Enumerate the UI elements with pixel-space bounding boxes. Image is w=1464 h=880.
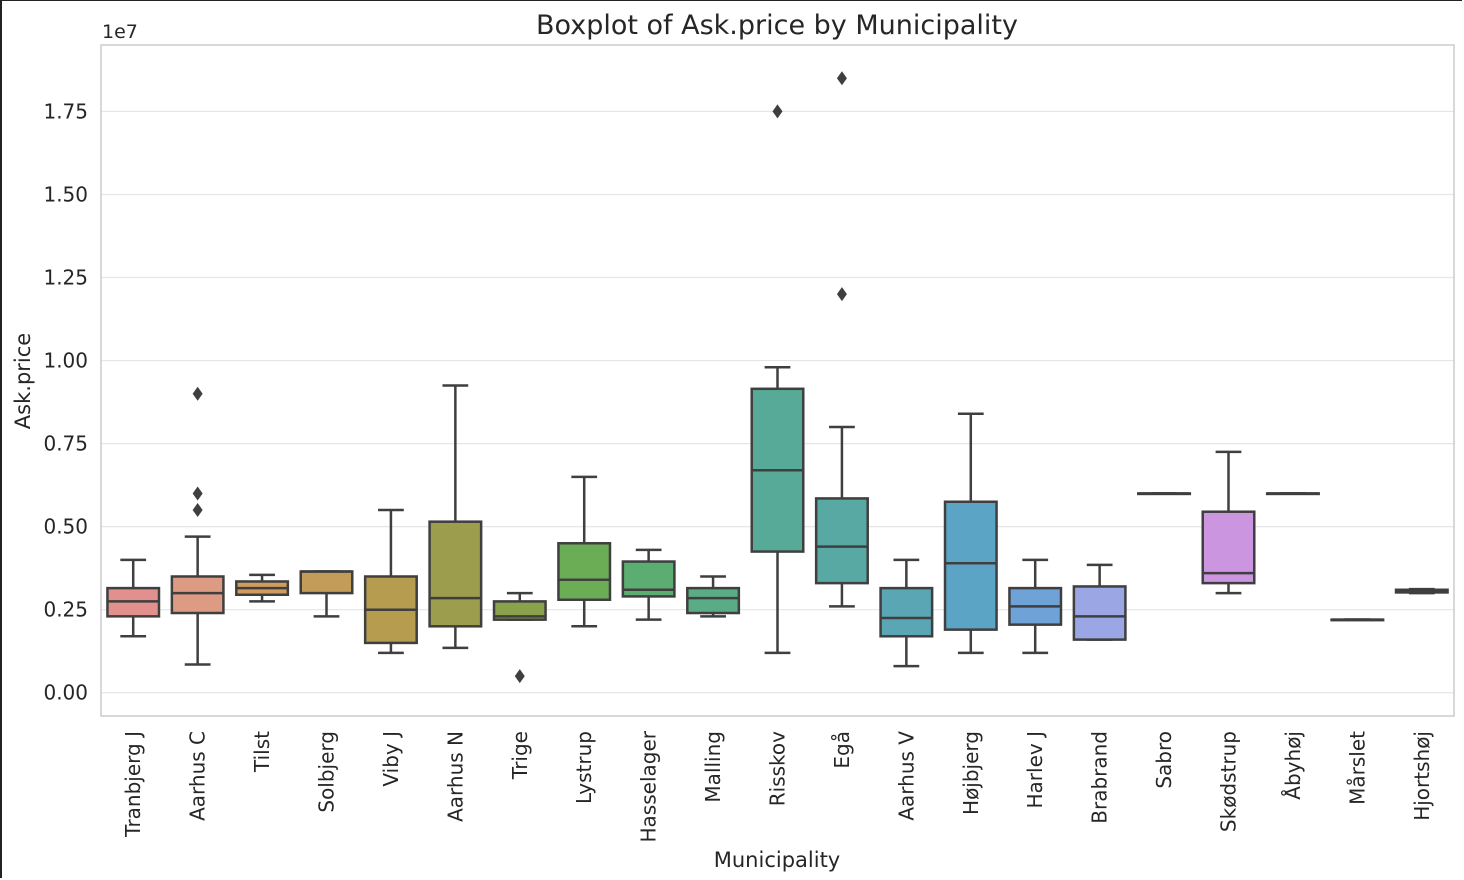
y-tick-label: 1.50 (43, 182, 88, 206)
box-16 (1072, 563, 1127, 641)
x-tick-label: Lystrup (572, 731, 596, 804)
y-tick-label: 1.00 (43, 349, 88, 373)
box-body (943, 500, 998, 631)
box-9 (621, 548, 676, 621)
box-18 (1201, 450, 1256, 595)
y-tick-label: 0.50 (43, 515, 88, 539)
box-body (686, 586, 741, 615)
x-tick-label: Skødstrup (1217, 731, 1241, 832)
x-tick-label: Egå (830, 731, 854, 769)
y-tick-label: 0.00 (43, 681, 88, 705)
box-8 (557, 475, 612, 628)
x-axis-label: Municipality (714, 848, 840, 872)
box-body (621, 560, 676, 598)
x-tick-label: Solbjerg (315, 731, 339, 813)
x-tick-label: Hjortshøj (1410, 731, 1434, 821)
x-tick-label: Malling (701, 731, 725, 803)
x-tick-label: Viby J (379, 731, 403, 787)
y-tick-label: 0.25 (43, 598, 88, 622)
outlier-point (514, 669, 525, 684)
boxes (106, 71, 1449, 684)
outlier-point (836, 71, 847, 86)
outlier-point (192, 503, 203, 518)
y-offset-label: 1e7 (102, 21, 138, 43)
x-tick-label: Aarhus C (186, 731, 210, 821)
box-10 (686, 575, 741, 618)
plot-area-frame (100, 44, 1455, 717)
box-17 (1137, 492, 1192, 496)
x-axis-ticks: Tranbjerg J Aarhus C Tilst Solbjerg Viby J Aa… (121, 730, 1434, 842)
y-tick-label: 1.75 (43, 99, 88, 123)
box-body (170, 575, 225, 615)
box-19 (1265, 492, 1320, 496)
box-7 (492, 591, 547, 684)
outlier-point (192, 386, 203, 401)
x-tick-label: Hasselager (637, 730, 661, 842)
box-1 (106, 558, 161, 638)
box-5 (363, 508, 418, 655)
box-13 (879, 558, 934, 668)
box-body (1072, 585, 1127, 641)
x-tick-label: Brabrand (1088, 731, 1112, 824)
x-tick-label: Aarhus N (443, 731, 467, 822)
box-21 (1394, 587, 1449, 595)
box-body (879, 586, 934, 638)
chart-title: Boxplot of Ask.price by Municipality (536, 10, 1018, 41)
x-tick-label: Åbyhøj (1281, 731, 1305, 800)
box-12 (814, 71, 869, 608)
y-tick-label: 0.75 (43, 432, 88, 456)
y-axis-ticks: 0.00 0.25 0.50 0.75 1.00 1.25 1.50 1.75 (43, 99, 88, 704)
box-body (428, 520, 483, 628)
outlier-point (772, 104, 783, 119)
x-tick-label: Tilst (250, 731, 274, 773)
box-4 (299, 570, 354, 618)
x-tick-label: Mårslet (1345, 731, 1369, 805)
box-14 (943, 412, 998, 655)
box-15 (1008, 558, 1063, 655)
x-tick-label: Tranbjerg J (121, 731, 145, 838)
box-body (814, 497, 869, 585)
x-tick-label: Sabro (1152, 731, 1176, 789)
y-tick-label: 1.25 (43, 266, 88, 290)
box-6 (428, 384, 483, 650)
x-tick-label: Aarhus V (894, 731, 918, 821)
box-body (299, 570, 354, 595)
box-20 (1330, 618, 1385, 622)
box-body (1201, 510, 1256, 585)
box-11 (750, 104, 805, 655)
x-tick-label: Trige (508, 731, 532, 780)
x-tick-label: Risskov (766, 731, 790, 806)
box-body (557, 542, 612, 601)
x-tick-label: Højbjerg (959, 731, 983, 815)
box-3 (235, 573, 290, 603)
outlier-point (192, 486, 203, 501)
box-2 (170, 386, 225, 666)
y-axis-label: Ask.price (11, 333, 35, 429)
x-tick-label: Harlev J (1023, 731, 1047, 808)
outlier-point (836, 287, 847, 302)
